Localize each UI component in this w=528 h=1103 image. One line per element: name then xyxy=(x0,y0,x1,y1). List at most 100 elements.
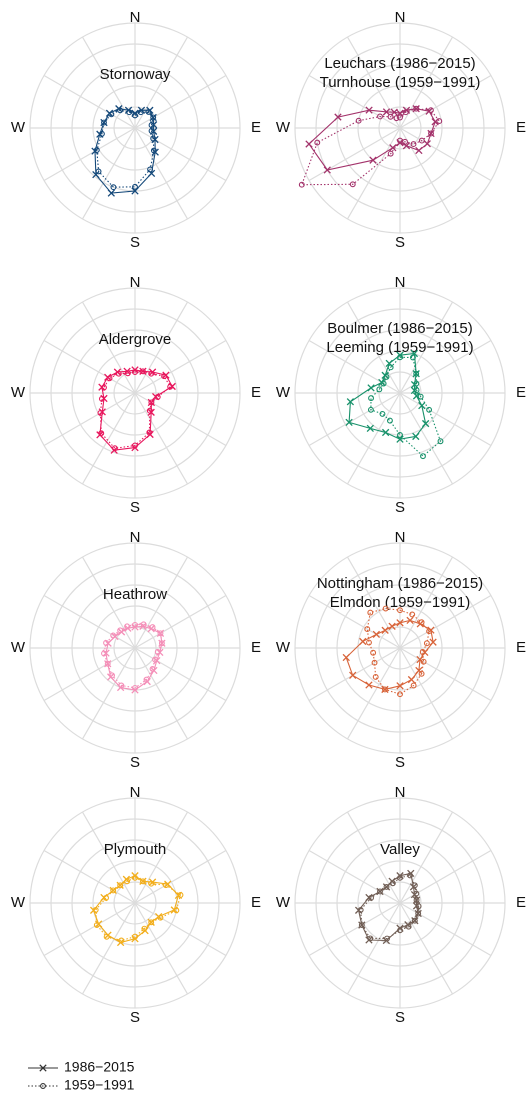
chart-title: Boulmer (1986−2015) xyxy=(327,320,473,337)
circle-marker xyxy=(146,429,153,436)
circle-marker xyxy=(117,627,124,634)
x-marker xyxy=(416,655,424,664)
spoke xyxy=(134,902,227,957)
circle-marker xyxy=(405,923,412,930)
spoke xyxy=(308,902,401,957)
spoke xyxy=(308,594,401,649)
x-marker xyxy=(39,1064,47,1072)
x-marker xyxy=(427,129,435,138)
circle-marker xyxy=(298,181,305,188)
compass-label: S xyxy=(395,754,405,771)
circle-marker xyxy=(95,168,102,175)
series-line xyxy=(348,352,427,440)
x-marker xyxy=(366,424,374,433)
x-marker xyxy=(342,653,350,662)
compass-label: W xyxy=(276,384,291,401)
x-marker xyxy=(365,106,373,114)
x-marker xyxy=(359,637,367,646)
x-marker xyxy=(396,619,404,627)
spoke xyxy=(81,392,136,485)
circle-marker xyxy=(410,141,417,148)
circle-marker xyxy=(411,882,418,889)
circle-marker xyxy=(397,691,403,698)
x-marker xyxy=(381,626,389,634)
compass-label: N xyxy=(395,529,406,546)
circle-marker xyxy=(150,114,157,121)
chart-title: Leeming (1959−1991) xyxy=(326,339,473,356)
circle-marker xyxy=(393,115,400,122)
chart-title: Stornoway xyxy=(100,66,171,83)
x-marker xyxy=(107,189,115,197)
x-marker xyxy=(323,166,331,174)
circle-marker xyxy=(371,659,378,666)
circle-marker xyxy=(387,364,394,371)
series-line xyxy=(95,877,182,942)
circle-marker xyxy=(413,370,420,377)
circle-marker xyxy=(358,922,365,928)
circle-marker xyxy=(409,611,416,618)
compass-label: S xyxy=(130,234,140,251)
x-marker xyxy=(418,401,426,410)
spoke xyxy=(346,811,401,904)
circle-marker xyxy=(132,183,138,190)
spoke xyxy=(43,902,136,957)
circle-marker xyxy=(397,607,403,614)
circle-marker xyxy=(148,399,155,406)
spoke xyxy=(43,339,136,394)
circle-marker xyxy=(139,878,146,885)
circle-marker xyxy=(357,906,364,913)
chart-title: Nottingham (1986−2015) xyxy=(317,575,483,592)
spoke xyxy=(399,392,492,447)
series-line xyxy=(370,356,442,457)
compass-label: W xyxy=(11,119,26,136)
chart-title: Turnhouse (1959−1991) xyxy=(320,74,481,91)
x-marker xyxy=(372,630,381,639)
circle-marker xyxy=(157,914,164,921)
circle-marker xyxy=(397,354,403,361)
x-marker xyxy=(423,140,431,148)
circle-marker xyxy=(152,656,158,663)
compass-label: E xyxy=(516,119,526,136)
circle-marker xyxy=(381,686,388,693)
circle-marker xyxy=(366,639,372,646)
circle-marker xyxy=(402,109,409,116)
circle-marker xyxy=(110,632,117,639)
spoke xyxy=(399,127,492,182)
x-marker xyxy=(367,384,375,392)
circle-marker xyxy=(397,927,403,934)
spoke xyxy=(43,647,136,702)
spoke xyxy=(346,647,401,740)
spoke xyxy=(43,594,136,649)
spoke xyxy=(81,301,136,394)
circle-marker xyxy=(132,684,138,691)
compass-label: W xyxy=(276,119,291,136)
circle-marker xyxy=(146,407,153,414)
circle-marker xyxy=(419,649,426,655)
x-marker xyxy=(415,666,423,675)
circle-marker xyxy=(109,672,116,679)
chart-title: Elmdon (1959−1991) xyxy=(330,594,471,611)
circle-marker xyxy=(413,897,420,904)
circle-marker xyxy=(124,623,131,630)
x-marker xyxy=(158,639,166,647)
spoke xyxy=(134,902,189,995)
circle-marker xyxy=(377,113,383,120)
chart-title: Heathrow xyxy=(103,586,167,603)
circle-marker xyxy=(115,370,122,377)
compass-label: W xyxy=(11,384,26,401)
compass-label: N xyxy=(130,529,141,546)
spoke xyxy=(346,36,401,129)
compass-label: S xyxy=(395,1009,405,1026)
compass-label: W xyxy=(276,639,291,656)
circle-marker xyxy=(418,619,425,626)
circle-marker xyxy=(367,406,374,413)
circle-marker xyxy=(415,910,422,917)
compass-label: S xyxy=(395,234,405,251)
x-marker xyxy=(429,638,437,646)
circle-marker xyxy=(413,105,420,112)
circle-marker xyxy=(149,665,156,672)
x-marker xyxy=(396,682,404,690)
x-marker xyxy=(381,428,390,437)
compass-label: E xyxy=(251,384,261,401)
circle-marker xyxy=(397,137,403,144)
